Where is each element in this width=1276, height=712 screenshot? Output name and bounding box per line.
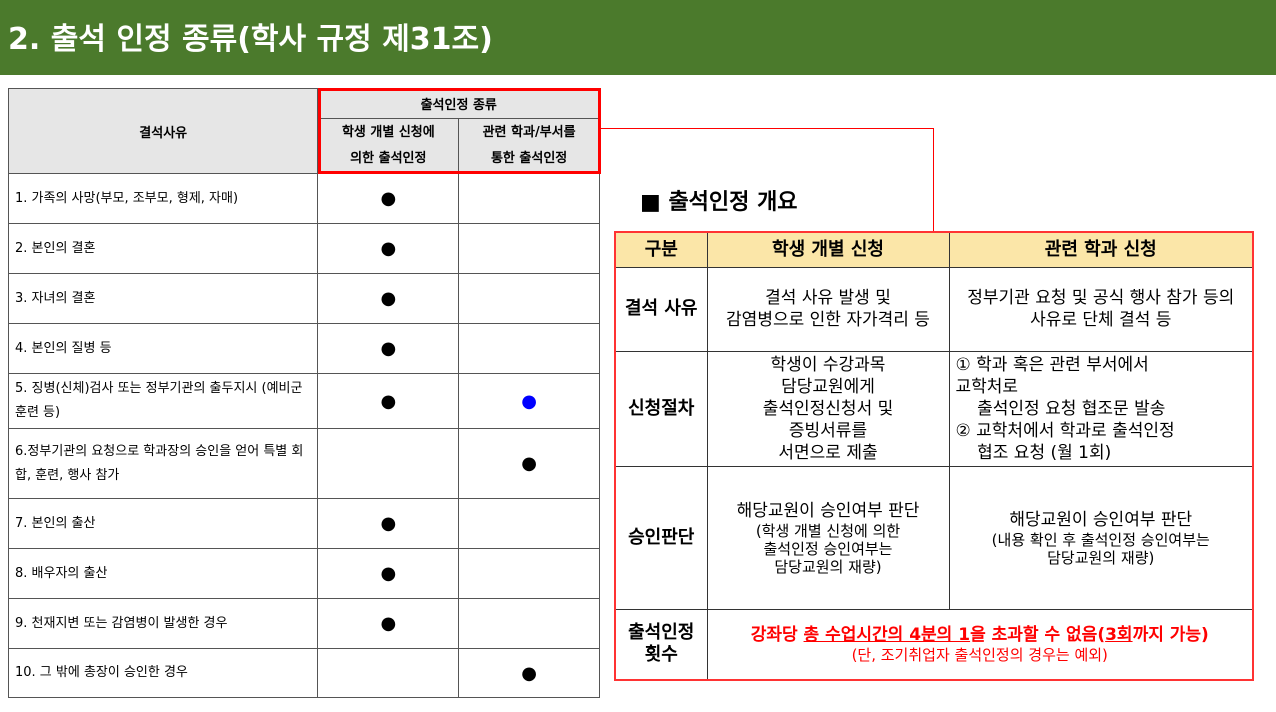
overview-title: ■ 출석인정 개요	[640, 190, 798, 215]
table-row: 2. 본인의 결혼 ●	[7, 223, 600, 274]
reason-cell: 10. 그 밖에 총장이 승인한 경우	[7, 648, 319, 698]
department-cell	[458, 323, 600, 374]
individual-cell	[317, 428, 460, 499]
table-row: 10. 그 밖에 총장이 승인한 경우 ●	[7, 648, 600, 698]
individual-cell: ●	[317, 373, 460, 429]
table-row: 7. 본인의 출산 ●	[7, 498, 600, 549]
bullet-mark: ●	[380, 338, 397, 359]
connector-line	[933, 128, 934, 231]
reason-cell: 9. 천재지변 또는 감염병이 발생한 경우	[7, 598, 319, 649]
department-cell: ●	[458, 648, 600, 698]
table-row: 9. 천재지변 또는 감염병이 발생한 경우 ●	[7, 598, 600, 649]
reason-cell: 2. 본인의 결혼	[7, 223, 319, 274]
reason-cell: 4. 본인의 질병 등	[7, 323, 319, 374]
department-cell	[458, 223, 600, 274]
bullet-mark: ●	[380, 188, 397, 209]
department-cell	[458, 548, 600, 599]
approval-individual: 해당교원이 승인여부 판단 (학생 개별 신청에 의한 출석인정 승인여부는 담당교원…	[706, 465, 950, 610]
individual-cell: ●	[317, 498, 460, 549]
overview-table: 구분 학생 개별 신청 관련 학과 신청 결석 사유 결석 사유 발생 및 감염병…	[614, 231, 1254, 681]
reason-department: 정부기관 요청 및 공식 행사 참가 등의 사유로 단체 결석 등	[948, 266, 1254, 352]
header-department: 관련 학과 신청	[948, 231, 1254, 268]
bullet-mark: ●	[521, 390, 537, 412]
department-cell: ●	[458, 373, 600, 429]
highlight-box	[318, 88, 601, 174]
individual-cell	[317, 648, 460, 698]
count-note: (단, 조기취업자 출석인정의 경우는 예외)	[851, 646, 1108, 665]
department-cell	[458, 273, 600, 324]
header-category: 구분	[614, 231, 708, 268]
attendance-types-table: 결석사유 출석인정 종류 학생 개별 신청에 의한 출석인정 관련 학과/부서를 통…	[7, 88, 600, 698]
bullet-mark: ●	[521, 453, 537, 474]
col-department-header: 관련 학과/부서를 통한 출석인정	[458, 118, 600, 174]
header-individual: 학생 개별 신청	[706, 231, 950, 268]
row-label-approval: 승인판단	[614, 465, 708, 610]
reason-cell: 7. 본인의 출산	[7, 498, 319, 549]
table-row: 6.정부기관의 요청으로 학과장의 승인을 얻어 특별 회합, 훈련, 행사 참…	[7, 428, 600, 499]
individual-cell: ●	[317, 223, 460, 274]
procedure-department: ① 학과 혹은 관련 부서에서 교학처로 출석인정 요청 협조문 발송 ② 교학처에…	[948, 350, 1254, 467]
individual-cell: ●	[317, 173, 460, 224]
reason-cell: 5. 징병(신체)검사 또는 정부기관의 출두지시 (예비군 훈련 등)	[7, 373, 319, 429]
connector-line	[601, 128, 934, 129]
approval-department: 해당교원이 승인여부 판단 (내용 확인 후 출석인정 승인여부는 담당교원의 재량…	[948, 465, 1254, 610]
bullet-mark: ●	[380, 613, 397, 634]
table-row: 8. 배우자의 출산 ●	[7, 548, 600, 599]
bullet-mark: ●	[380, 390, 397, 412]
reason-cell: 6.정부기관의 요청으로 학과장의 승인을 얻어 특별 회합, 훈련, 행사 참…	[7, 428, 319, 499]
bullet-mark: ●	[380, 563, 397, 584]
table-row: 1. 가족의 사망(부모, 조부모, 형제, 자매) ●	[7, 173, 600, 224]
row-label-procedure: 신청절차	[614, 350, 708, 467]
bullet-mark: ●	[380, 238, 397, 259]
table-row: 3. 자녀의 결혼 ●	[7, 273, 600, 324]
individual-cell: ●	[317, 323, 460, 374]
department-cell	[458, 498, 600, 549]
department-cell	[458, 598, 600, 649]
col-reason-header: 결석사유	[7, 88, 319, 174]
individual-cell: ●	[317, 598, 460, 649]
reason-individual: 결석 사유 발생 및 감염병으로 인한 자가격리 등	[706, 266, 950, 352]
row-label-count: 출석인정 횟수	[614, 608, 708, 681]
row-label-reason: 결석 사유	[614, 266, 708, 352]
reason-cell: 8. 배우자의 출산	[7, 548, 319, 599]
individual-cell: ●	[317, 273, 460, 324]
reason-cell: 1. 가족의 사망(부모, 조부모, 형제, 자매)	[7, 173, 319, 224]
individual-cell: ●	[317, 548, 460, 599]
department-cell: ●	[458, 428, 600, 499]
table-row: 4. 본인의 질병 등 ●	[7, 323, 600, 374]
count-rule: 강좌당 총 수업시간의 4분의 1을 초과할 수 없음(3회까지 가능) (단,…	[706, 608, 1254, 681]
department-cell	[458, 173, 600, 224]
procedure-individual: 학생이 수강과목 담당교원에게 출석인정신청서 및 증빙서류를 서면으로 제출	[706, 350, 950, 467]
bullet-mark: ●	[521, 662, 537, 684]
bullet-mark: ●	[380, 288, 397, 309]
group-header: 출석인정 종류	[317, 88, 600, 119]
page-title: 2. 출석 인정 종류(학사 규정 제31조)	[0, 0, 1276, 75]
table-row: 5. 징병(신체)검사 또는 정부기관의 출두지시 (예비군 훈련 등) ● ●	[7, 373, 600, 429]
bullet-mark: ●	[380, 513, 397, 534]
reason-cell: 3. 자녀의 결혼	[7, 273, 319, 324]
